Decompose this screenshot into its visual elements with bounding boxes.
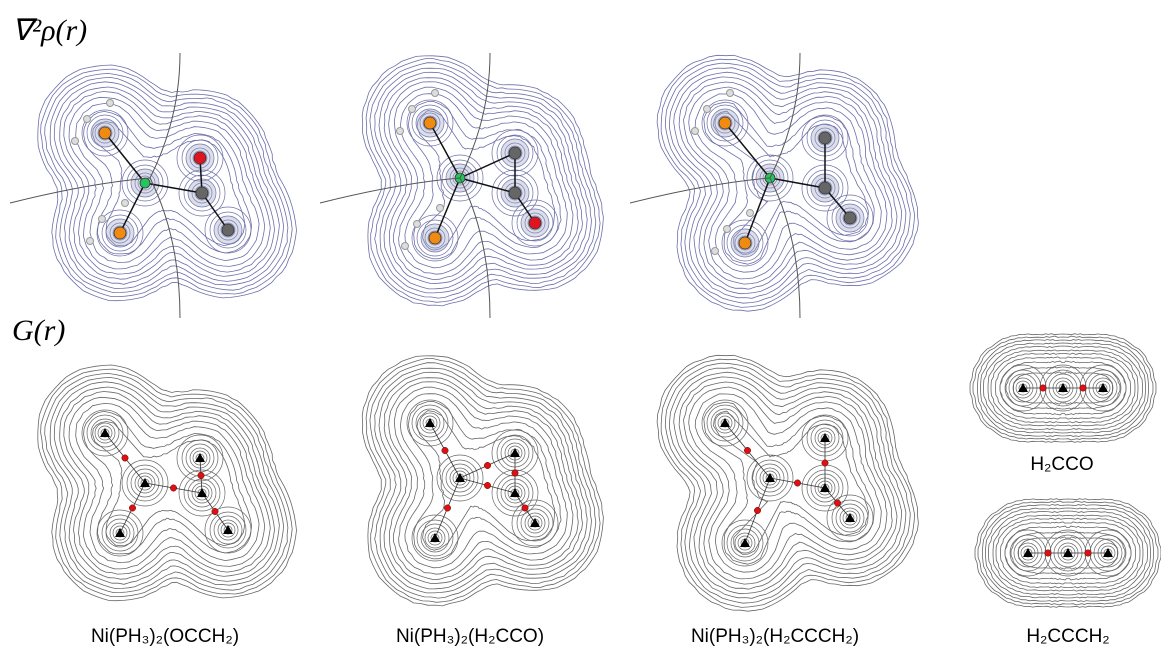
critical-point: [794, 480, 800, 486]
figure: ∇²ρ(r) G(r) Ni(PH₃)₂(OCCH₂) Ni(PH₃)₂(H₂C…: [0, 0, 1161, 653]
hydrogen: [107, 100, 114, 107]
artwork: [10, 53, 1161, 611]
contour: [665, 63, 910, 303]
hydrogen: [87, 238, 94, 245]
molecule-label: Ni(PH₃)₂(H₂CCCH₂): [691, 626, 859, 647]
hydrogen: [712, 248, 719, 255]
contour: [69, 397, 265, 569]
critical-point: [822, 460, 828, 466]
atom: [196, 187, 208, 199]
laplacian-heading: ∇²ρ(r): [12, 14, 87, 47]
nucleus: [115, 528, 125, 537]
critical-point: [744, 447, 750, 453]
critical-point: [1080, 385, 1086, 391]
critical-point: [484, 482, 490, 488]
atom: [739, 237, 751, 249]
hydrogen: [724, 226, 731, 233]
nucleus: [530, 518, 540, 527]
nucleus: [223, 525, 233, 534]
critical-point: [1085, 550, 1091, 556]
hydrogen: [402, 243, 409, 250]
nucleus: [820, 433, 830, 442]
nucleus: [195, 453, 205, 462]
nucleus: [510, 448, 520, 457]
nucleus: [455, 473, 465, 482]
separatrix: [150, 178, 180, 318]
kinetic-heading: G(r): [12, 314, 65, 347]
contour: [684, 382, 893, 584]
nucleus: [1098, 383, 1108, 392]
critical-point: [442, 447, 448, 453]
nucleus: [100, 428, 110, 437]
contour: [679, 377, 897, 589]
atom: [719, 117, 731, 129]
critical-point: [1040, 385, 1046, 391]
critical-point: [122, 455, 128, 461]
hydrogen: [397, 128, 404, 135]
critical-point: [512, 470, 518, 476]
nucleus: [1018, 383, 1028, 392]
nucleus: [140, 478, 150, 487]
atom: [222, 224, 234, 236]
critical-point: [1045, 550, 1051, 556]
atom: [819, 182, 831, 194]
contour: [384, 378, 582, 584]
nucleus: [1063, 548, 1073, 557]
critical-point: [198, 472, 204, 478]
hydrogen: [437, 205, 444, 212]
hydrogen: [99, 216, 106, 223]
atom: [819, 132, 831, 144]
hydrogen: [122, 200, 129, 207]
nucleus: [425, 418, 435, 427]
molecule-label: H₂CCO: [1030, 454, 1093, 475]
atom: [844, 212, 856, 224]
contour: [679, 77, 897, 289]
critical-point: [129, 505, 135, 511]
critical-point: [754, 507, 760, 513]
hydrogen: [84, 116, 91, 123]
nucleus: [1023, 548, 1033, 557]
contour: [714, 411, 869, 554]
atom: [509, 187, 521, 199]
nucleus: [720, 418, 730, 427]
contour: [695, 394, 881, 572]
atom: [194, 152, 206, 164]
critical-point: [522, 505, 528, 511]
critical-point: [834, 500, 840, 506]
contour: [394, 387, 573, 574]
nucleus: [510, 488, 520, 497]
atom: [140, 178, 150, 188]
hydrogen: [747, 210, 754, 217]
hydrogen: [727, 90, 734, 97]
contour: [50, 377, 283, 588]
hydrogen: [409, 106, 416, 113]
nucleus: [1103, 548, 1113, 557]
atom: [114, 227, 126, 239]
critical-point: [170, 485, 176, 491]
hydrogen: [704, 106, 711, 113]
critical-point: [444, 505, 450, 511]
hydrogen: [692, 128, 699, 135]
contour: [665, 363, 910, 603]
molecule-label: Ni(PH₃)₂(H₂CCO): [396, 626, 544, 647]
hydrogen: [432, 90, 439, 97]
contour: [50, 77, 283, 288]
hydrogen: [72, 138, 79, 145]
nucleus: [1058, 383, 1068, 392]
molecule-label: H₂CCCH₂: [1026, 626, 1109, 647]
bond: [120, 183, 145, 233]
atom: [509, 147, 521, 159]
nucleus: [430, 533, 440, 542]
atom: [424, 117, 436, 129]
nucleus: [740, 538, 750, 547]
critical-point: [484, 462, 490, 468]
atom: [99, 127, 111, 139]
atom: [529, 217, 541, 229]
molecule-label: Ni(PH₃)₂(OCCH₂): [91, 626, 239, 647]
critical-point: [212, 508, 218, 514]
hydrogen: [414, 221, 421, 228]
atom: [429, 232, 441, 244]
